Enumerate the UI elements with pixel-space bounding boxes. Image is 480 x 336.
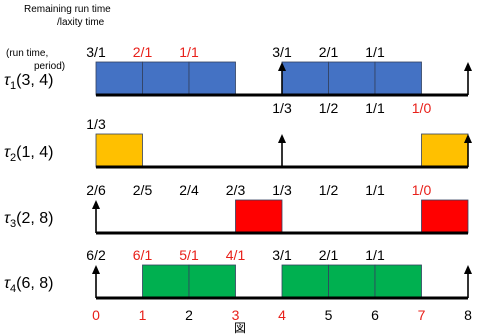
task-label-tau3: τ3(2, 8) xyxy=(4,210,53,230)
task-params: (2, 8) xyxy=(16,210,53,227)
arrow-head-tau2-t4 xyxy=(278,134,286,143)
time-tick-6: 6 xyxy=(371,307,379,323)
state-label-tau3-above-6: 1/1 xyxy=(365,182,385,198)
state-label-tau3-above-0: 2/6 xyxy=(86,182,106,198)
header-period: period) xyxy=(34,61,65,72)
task-row-tau2: τ2(1, 4) 1/3 xyxy=(4,116,472,169)
task-subscript: 1 xyxy=(10,80,16,92)
arrow-head-tau1-t4 xyxy=(278,62,286,71)
state-label-tau4-above-0: 6/2 xyxy=(86,247,106,263)
state-label-tau1-above-0: 3/1 xyxy=(86,44,106,60)
run-block-tau4-t1 xyxy=(142,264,190,299)
time-tick-5: 5 xyxy=(325,307,333,323)
time-tick-0: 0 xyxy=(92,307,100,323)
run-block-tau4-t2 xyxy=(188,264,236,299)
state-label-tau1-below-1: 1/2 xyxy=(319,100,339,116)
time-axis: 0 1 2 3 4 5 6 7 8 xyxy=(92,307,472,323)
time-tick-2: 2 xyxy=(185,307,193,323)
state-label-tau4-above-4: 3/1 xyxy=(272,247,292,263)
run-block-tau4-t5 xyxy=(328,264,376,299)
task-subscript: 3 xyxy=(10,218,16,230)
state-label-tau3-above-4: 1/3 xyxy=(272,182,292,198)
state-label-tau1-below-3: 1/0 xyxy=(412,100,432,116)
task-subscript: 2 xyxy=(10,152,16,164)
task-label-tau4: τ4(6, 8) xyxy=(4,275,53,295)
task-row-tau3: τ3(2, 8) 2/6 2/5 2/4 2/3 1/3 1/2 1/1 1/0 xyxy=(4,182,469,235)
figure-caption: 図 xyxy=(234,321,246,335)
run-block-tau1-t2 xyxy=(188,61,236,96)
state-label-tau3-above-5: 1/2 xyxy=(319,182,339,198)
run-block-tau2-t0 xyxy=(95,133,143,168)
run-block-tau4-t6 xyxy=(374,264,422,299)
state-label-tau4-above-1: 6/1 xyxy=(133,247,153,263)
time-tick-3: 3 xyxy=(232,307,240,323)
task-subscript: 4 xyxy=(10,283,16,295)
state-label-tau1-above-3: 3/1 xyxy=(272,44,292,60)
header-remaining-run-time: Remaining run time xyxy=(24,4,111,15)
state-label-tau1-above-2: 1/1 xyxy=(179,44,199,60)
header-laxity-time: /laxity time xyxy=(57,17,105,28)
task-rows: τ1(3, 4)3/1 2/1 1/1 3/1 2/1 1/11/3 1/2 1/1 1/0τ2… xyxy=(4,44,472,300)
state-label-tau3-above-1: 2/5 xyxy=(133,182,153,198)
arrow-head-tau1-t8 xyxy=(464,62,472,71)
state-label-tau3-above-7: 1/0 xyxy=(412,182,432,198)
state-label-tau1-below-0: 1/3 xyxy=(272,100,292,116)
task-label-tau1: τ1(3, 4) xyxy=(4,72,53,92)
time-tick-4: 4 xyxy=(278,307,286,323)
state-label-tau4-above-2: 5/1 xyxy=(179,247,199,263)
header-run-time: (run time, xyxy=(6,48,48,59)
run-block-tau3-t7 xyxy=(421,199,469,234)
state-label-tau1-above-1: 2/1 xyxy=(133,44,153,60)
run-block-tau1-t0 xyxy=(95,61,143,96)
time-tick-7: 7 xyxy=(418,307,426,323)
arrow-head-tau4-t8 xyxy=(464,265,472,274)
task-symbol: τ xyxy=(4,210,11,227)
state-label-tau4-above-5: 2/1 xyxy=(319,247,339,263)
state-label-tau3-above-2: 2/4 xyxy=(179,182,199,198)
task-symbol: τ xyxy=(4,144,11,161)
task-params: (6, 8) xyxy=(16,275,53,292)
run-block-tau3-t3 xyxy=(235,199,283,234)
state-label-tau1-above-4: 2/1 xyxy=(319,44,339,60)
run-block-tau1-t6 xyxy=(374,61,422,96)
arrow-head-tau4-t0 xyxy=(92,265,100,274)
task-symbol: τ xyxy=(4,72,11,89)
run-block-tau1-t4 xyxy=(281,61,329,96)
state-label-tau3-above-3: 2/3 xyxy=(226,182,246,198)
time-tick-1: 1 xyxy=(139,307,147,323)
run-block-tau4-t4 xyxy=(281,264,329,299)
arrow-head-tau2-t8 xyxy=(464,134,472,143)
arrow-head-tau3-t0 xyxy=(92,200,100,209)
task-params: (1, 4) xyxy=(16,144,53,161)
run-block-tau1-t5 xyxy=(328,61,376,96)
task-label-tau2: τ2(1, 4) xyxy=(4,144,53,164)
state-label-tau2-above-0: 1/3 xyxy=(86,116,106,132)
run-block-tau2-t7 xyxy=(421,133,469,168)
task-row-tau1: τ1(3, 4) 3/1 2/1 1/1 3/1 2/1 1/1 1/3 1/2 1/1 1/0 xyxy=(4,44,472,116)
run-block-tau1-t1 xyxy=(142,61,190,96)
task-row-tau4: τ4(6, 8) 6/2 6/1 5/1 4/1 3/1 2/1 1/1 xyxy=(4,247,472,300)
time-tick-8: 8 xyxy=(464,307,472,323)
task-params: (3, 4) xyxy=(16,72,53,89)
state-label-tau1-below-2: 1/1 xyxy=(365,100,385,116)
state-label-tau1-above-5: 1/1 xyxy=(365,44,385,60)
task-symbol: τ xyxy=(4,275,11,292)
state-label-tau4-above-6: 1/1 xyxy=(365,247,385,263)
state-label-tau4-above-3: 4/1 xyxy=(226,247,246,263)
